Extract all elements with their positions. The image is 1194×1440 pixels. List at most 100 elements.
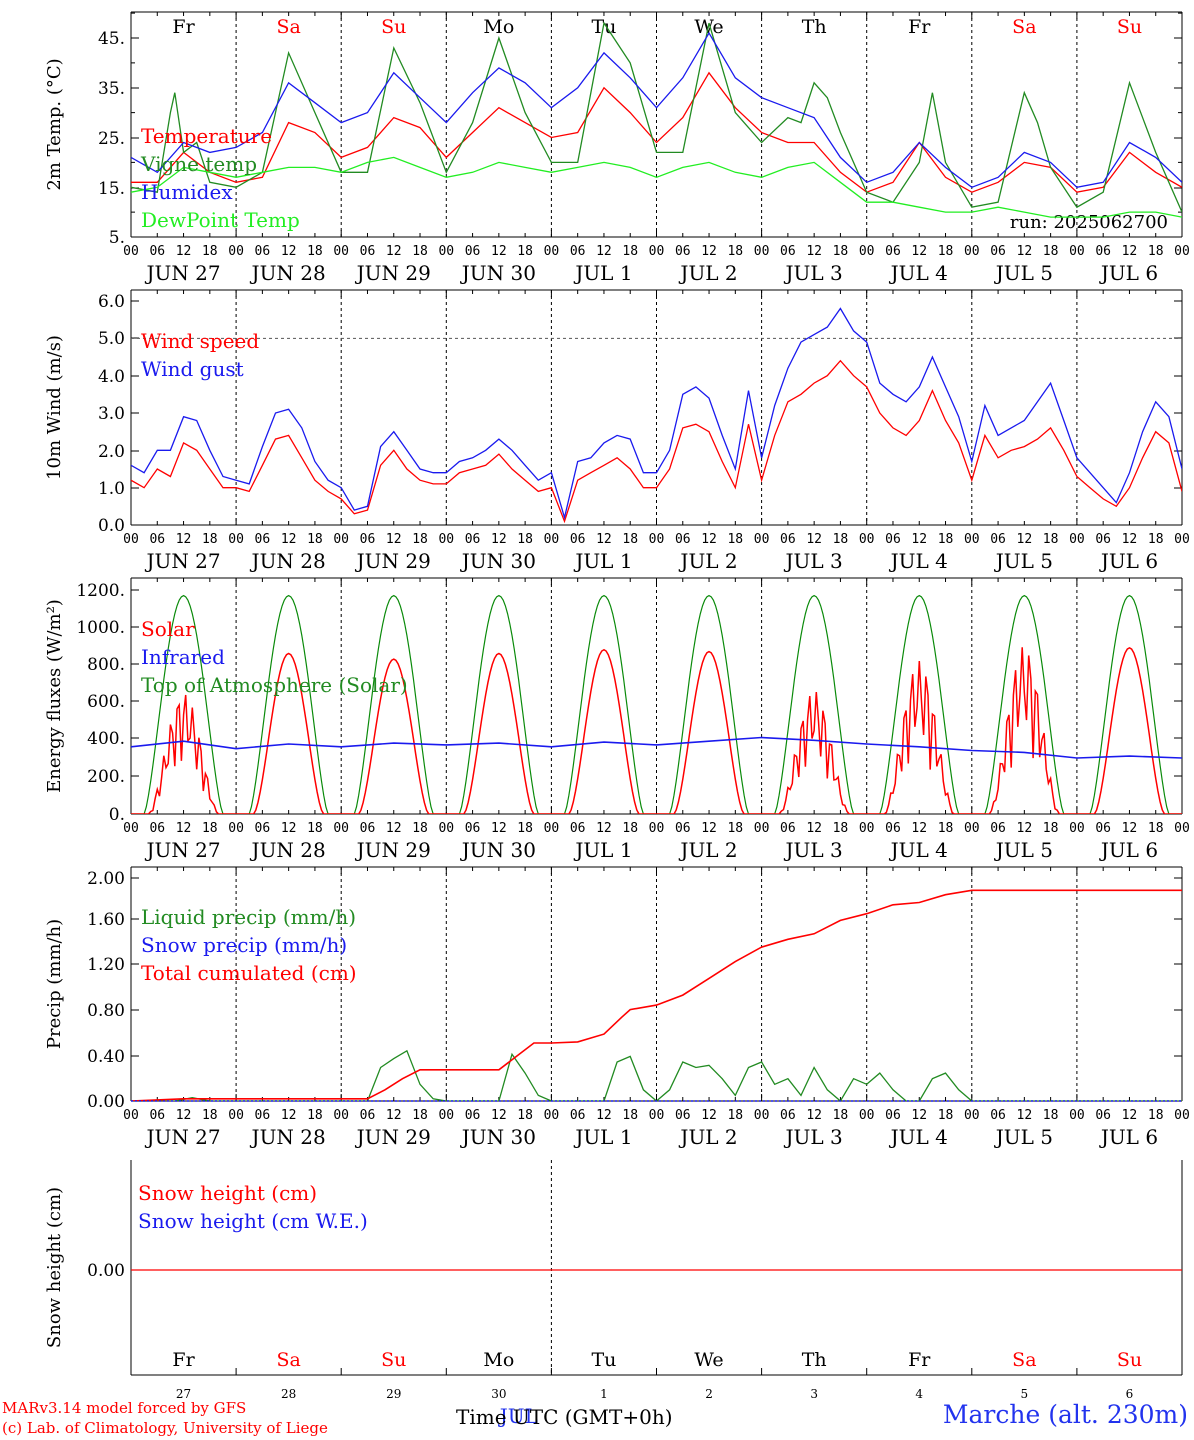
date-label: JUN 29 (355, 261, 431, 285)
hour-label: 00 (544, 821, 560, 836)
panel-1: 5. 15. 25. 35. 45. 2m Temp. (°C) 00 06 12 18 JUN 2… (44, 11, 1190, 285)
y-tick-label: 1.60 (87, 910, 125, 930)
y-tick-label: 2.00 (87, 869, 125, 889)
hour-label: 06 (465, 244, 481, 259)
hour-label: 12 (806, 1108, 822, 1123)
hour-label: 18 (412, 821, 428, 836)
hour-label: 12 (701, 244, 717, 259)
hour-label: 00 (859, 821, 875, 836)
hour-label: 18 (833, 1108, 849, 1123)
hour-label: 18 (1043, 821, 1059, 836)
date-label: JUN 27 (144, 1125, 220, 1149)
date-label: JUN 29 (355, 549, 431, 573)
hour-label: 00 (649, 821, 665, 836)
series-total-cumulated-cm- (131, 889, 1182, 1101)
date-label: JUN 30 (460, 261, 536, 285)
hour-label: 06 (570, 821, 586, 836)
y-tick-label: 0.0 (98, 516, 125, 536)
date-label: JUN 30 (460, 1125, 536, 1149)
hour-label: 12 (176, 244, 192, 259)
y-axis-title: 10m Wind (m/s) (44, 335, 65, 480)
hour-label: 12 (1122, 821, 1138, 836)
hour-label: 00 (1174, 821, 1190, 836)
hour-label: 00 (438, 244, 454, 259)
date-label: JUL 6 (1099, 838, 1158, 862)
hour-label: 00 (964, 1108, 980, 1123)
hour-label: 06 (780, 244, 796, 259)
panel-5: 0.00 Snow height (cm) Fr 27 Sa 28 Su 29 Mo 30 Tu 1 W… (44, 1160, 1183, 1428)
hour-label: 12 (1122, 244, 1138, 259)
date-label: JUL 4 (889, 1125, 948, 1149)
date-label: JUL 2 (678, 838, 737, 862)
hour-label: 12 (386, 1108, 402, 1123)
hour-label: 18 (412, 244, 428, 259)
hour-label: 12 (806, 821, 822, 836)
hour-label: 00 (859, 244, 875, 259)
legend-entry: Vigne temp (140, 152, 257, 176)
hour-label: 18 (307, 821, 323, 836)
hour-label: 00 (1069, 1108, 1085, 1123)
series-wind-gust (131, 307, 1182, 521)
hour-label: 18 (833, 532, 849, 547)
day-number-label: 2 (705, 1387, 713, 1401)
y-axis-title: Precip (mm/h) (44, 919, 65, 1049)
y-axis-title: 2m Temp. (°C) (44, 58, 65, 190)
hour-label: 18 (833, 244, 849, 259)
date-label: JUL 4 (889, 549, 948, 573)
hour-label: 12 (701, 1108, 717, 1123)
hour-label: 00 (438, 532, 454, 547)
hour-label: 18 (622, 244, 638, 259)
hour-label: 18 (307, 1108, 323, 1123)
hour-label: 12 (386, 244, 402, 259)
hour-label: 18 (202, 1108, 218, 1123)
hour-label: 00 (649, 532, 665, 547)
y-tick-label: 5. (109, 228, 125, 248)
x-axis-title: Time UTC (GMT+0h) (456, 1405, 673, 1429)
hour-label: 00 (228, 532, 244, 547)
hour-label: 06 (675, 821, 691, 836)
hour-label: 00 (123, 1108, 139, 1123)
legend-entry: Infrared (141, 645, 225, 669)
y-tick-label: 1.0 (98, 479, 125, 499)
hour-label: 18 (727, 532, 743, 547)
weekday-label: Tu (591, 1349, 616, 1371)
hour-label: 12 (491, 821, 507, 836)
y-tick-label: 0. (109, 805, 125, 825)
hour-label: 00 (123, 532, 139, 547)
hour-label: 00 (333, 821, 349, 836)
hour-label: 12 (806, 244, 822, 259)
hour-label: 18 (1148, 1108, 1164, 1123)
hour-label: 06 (1095, 1108, 1111, 1123)
weekday-label: Th (802, 16, 827, 38)
hour-label: 06 (360, 532, 376, 547)
date-label: JUN 27 (144, 261, 220, 285)
hour-label: 12 (1122, 1108, 1138, 1123)
hour-label: 00 (438, 821, 454, 836)
hour-label: 00 (649, 1108, 665, 1123)
y-tick-label: 15. (98, 179, 125, 199)
hour-label: 12 (491, 1108, 507, 1123)
hour-label: 00 (859, 1108, 875, 1123)
series-toa-solar (131, 594, 1182, 814)
weekday-label: Fr (172, 1349, 195, 1371)
series-infrared (131, 736, 1182, 759)
hour-label: 18 (202, 244, 218, 259)
y-tick-label: 2.0 (98, 442, 125, 462)
hour-label: 06 (1095, 244, 1111, 259)
y-tick-label: 1.20 (87, 955, 125, 975)
hour-label: 18 (517, 532, 533, 547)
hour-label: 06 (780, 821, 796, 836)
legend-entry: Wind gust (141, 357, 244, 381)
hour-label: 18 (307, 532, 323, 547)
y-axis-title: Energy fluxes (W/m²) (44, 599, 65, 793)
hour-label: 06 (990, 1108, 1006, 1123)
date-label: JUL 3 (784, 549, 843, 573)
footer-credit: (c) Lab. of Climatology, University of L… (2, 1419, 328, 1437)
y-tick-label: 0.40 (87, 1047, 125, 1067)
date-label: JUL 3 (784, 838, 843, 862)
hour-label: 00 (754, 821, 770, 836)
hour-label: 18 (622, 821, 638, 836)
weekday-label: We (694, 16, 723, 38)
hour-label: 06 (465, 821, 481, 836)
date-label: JUL 5 (994, 549, 1053, 573)
